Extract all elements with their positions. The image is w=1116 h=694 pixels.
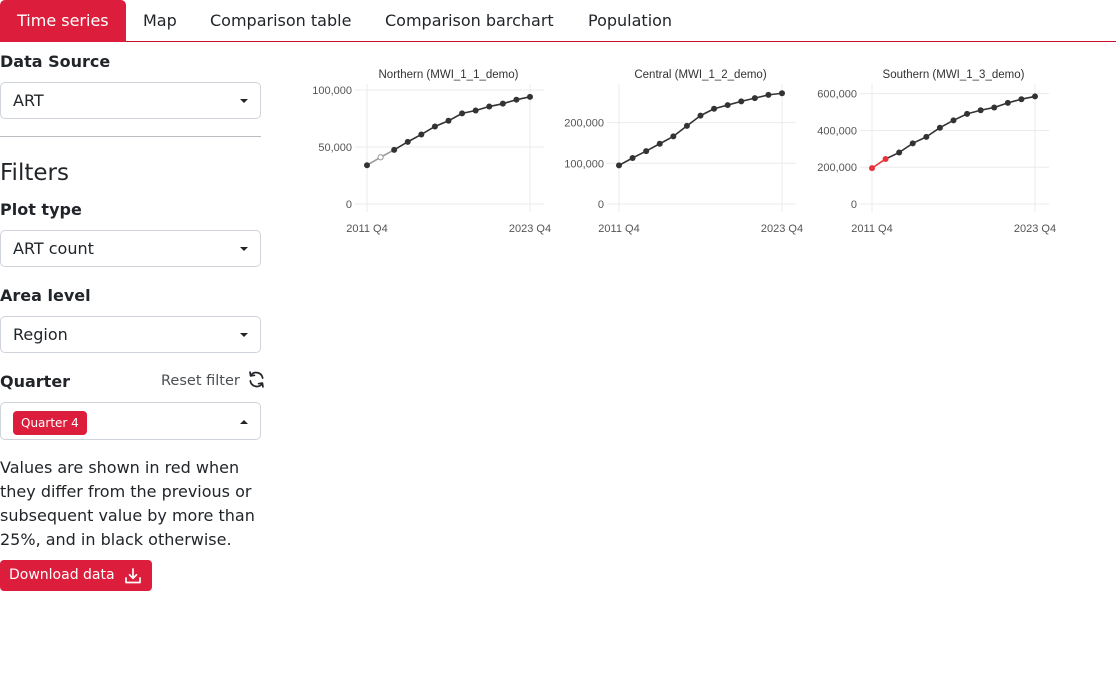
data-point — [431, 123, 438, 130]
download-label: Download data — [9, 567, 115, 583]
data-point — [513, 96, 520, 103]
data-point — [472, 107, 479, 114]
data-point — [751, 95, 758, 102]
caret-down-icon — [240, 99, 248, 103]
refresh-icon — [249, 371, 265, 388]
x-tick-label: 2023 Q4 — [1014, 223, 1056, 235]
download-icon — [125, 568, 141, 584]
data-point — [697, 112, 704, 119]
data-source-value: ART — [13, 91, 44, 110]
data-point — [643, 148, 650, 155]
tab-bar: Time series Map Comparison table Compari… — [0, 0, 1116, 42]
y-tick-label: 100,000 — [312, 85, 352, 97]
data-point — [711, 105, 718, 112]
data-point — [499, 100, 506, 107]
quarter-label: Quarter — [0, 372, 71, 391]
data-point — [765, 91, 772, 98]
reset-filter-label: Reset filter — [161, 373, 240, 389]
data-point — [896, 149, 903, 156]
data-point — [377, 154, 384, 161]
tab-comparison-barchart[interactable]: Comparison barchart — [385, 11, 554, 30]
y-tick-label: 100,000 — [564, 158, 604, 170]
reset-filter-button[interactable]: Reset filter — [161, 371, 266, 393]
data-point — [977, 107, 984, 114]
area-level-select[interactable]: Region — [0, 316, 261, 353]
data-source-select[interactable]: ART — [0, 82, 261, 119]
y-tick-label: 200,000 — [817, 162, 857, 174]
data-point — [418, 131, 425, 138]
area-level-value: Region — [13, 325, 68, 344]
data-point — [391, 146, 398, 153]
plot-type-value: ART count — [13, 239, 94, 258]
data-point — [779, 90, 785, 97]
filters-heading: Filters — [0, 160, 69, 186]
data-point — [683, 122, 690, 129]
y-tick-label: 0 — [851, 199, 857, 211]
data-point — [459, 110, 466, 117]
x-tick-label: 2011 Q4 — [851, 223, 892, 235]
data-point — [1032, 93, 1038, 100]
data-point — [882, 155, 889, 162]
chart-title: Southern (MWI_1_3_demo) — [883, 69, 1025, 81]
y-tick-label: 0 — [598, 199, 604, 211]
quarter-select[interactable]: Quarter 4 — [0, 402, 261, 440]
data-point — [964, 110, 971, 117]
data-point — [364, 162, 370, 169]
plot-type-select[interactable]: ART count — [0, 230, 261, 267]
x-tick-label: 2023 Q4 — [509, 223, 551, 235]
data-point — [991, 104, 998, 111]
data-point — [527, 93, 533, 100]
red-values-note: Values are shown in red when they differ… — [0, 458, 255, 549]
data-point — [738, 98, 745, 105]
chart-title: Northern (MWI_1_1_demo) — [379, 69, 519, 81]
y-tick-label: 200,000 — [564, 118, 604, 130]
x-tick-label: 2011 Q4 — [598, 223, 639, 235]
data-point — [923, 133, 930, 140]
x-tick-label: 2023 Q4 — [761, 223, 803, 235]
chart-title: Central (MWI_1_2_demo) — [634, 69, 766, 81]
data-point — [909, 140, 916, 147]
data-point — [950, 117, 957, 124]
tab-map[interactable]: Map — [143, 11, 177, 30]
x-tick-label: 2011 Q4 — [346, 223, 387, 235]
y-tick-label: 400,000 — [817, 125, 857, 137]
y-tick-label: 50,000 — [318, 142, 352, 154]
download-data-button[interactable]: Download data — [0, 560, 152, 591]
data-point — [486, 103, 493, 110]
time-series-charts: 0 50,000 100,000 2011 Q4 2023 Q4 Northern (MW… — [312, 69, 1056, 235]
data-point — [936, 124, 943, 131]
data-point — [869, 165, 875, 172]
caret-up-icon — [240, 420, 248, 424]
data-point — [445, 117, 452, 124]
data-point — [629, 154, 636, 161]
area-level-label: Area level — [0, 286, 91, 305]
plot-type-label: Plot type — [0, 200, 82, 219]
data-point — [616, 162, 622, 169]
data-source-label: Data Source — [0, 52, 111, 71]
caret-down-icon — [240, 247, 248, 251]
data-point — [1018, 96, 1025, 103]
quarter-chip[interactable]: Quarter 4 — [13, 411, 87, 435]
tab-comparison-table[interactable]: Comparison table — [210, 11, 352, 30]
data-point — [1004, 99, 1011, 106]
y-tick-label: 600,000 — [817, 89, 857, 101]
tab-time-series[interactable]: Time series — [0, 0, 126, 42]
tab-population[interactable]: Population — [588, 11, 673, 30]
y-tick-label: 0 — [346, 199, 352, 211]
caret-down-icon — [240, 333, 248, 337]
data-point — [656, 140, 663, 147]
data-point — [670, 133, 677, 140]
data-point — [724, 102, 731, 109]
data-point — [404, 138, 411, 145]
sidebar-divider — [0, 136, 261, 137]
